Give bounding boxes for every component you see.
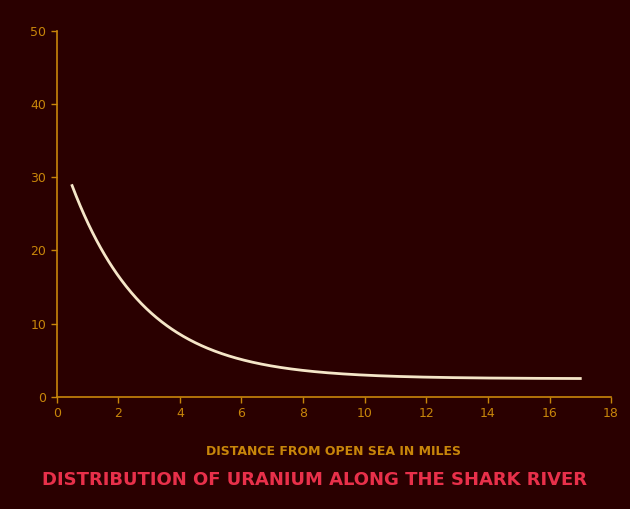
Text: DISTRIBUTION OF URANIUM ALONG THE SHARK RIVER: DISTRIBUTION OF URANIUM ALONG THE SHARK … — [42, 471, 588, 489]
Text: DISTANCE FROM OPEN SEA IN MILES: DISTANCE FROM OPEN SEA IN MILES — [207, 445, 461, 458]
